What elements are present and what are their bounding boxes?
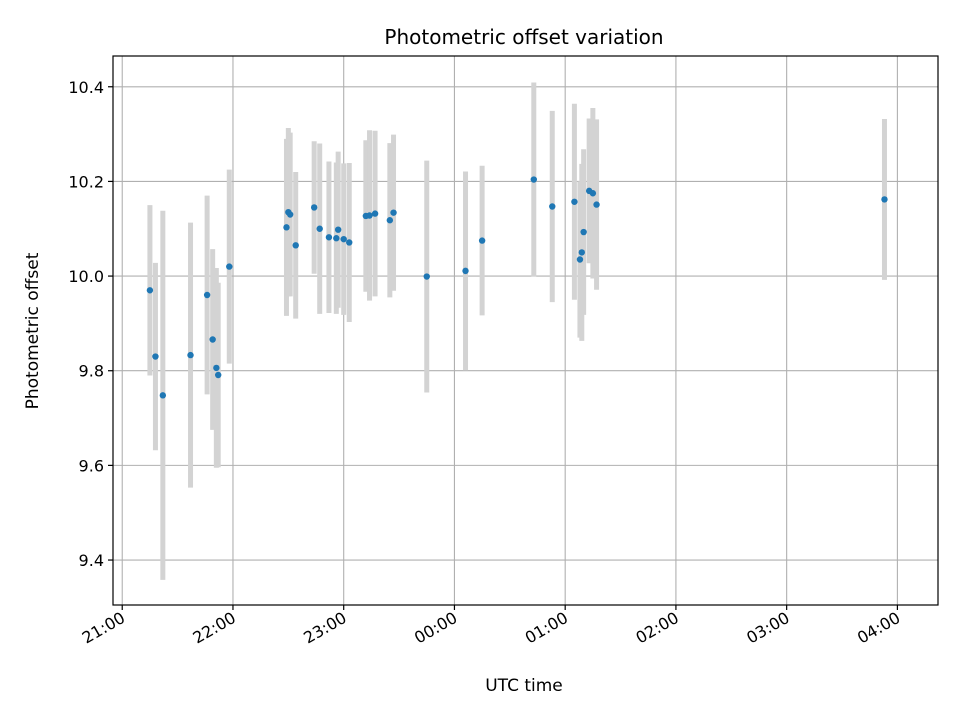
data-point: [215, 371, 222, 379]
data-point: [203, 291, 211, 299]
x-axis-ticks: 21:00 22:00 23:00 00:00 01:00 02:00 03:00 04:00: [79, 605, 903, 648]
chart-title: Photometric offset variation: [384, 25, 663, 49]
y-tick-label: 9.8: [79, 362, 104, 381]
data-point: [334, 226, 342, 233]
data-point: [226, 263, 233, 270]
data-point: [571, 198, 578, 205]
data-point: [283, 224, 290, 231]
data-point: [589, 190, 597, 197]
data-point: [549, 203, 556, 210]
x-axis-title: UTC time: [485, 676, 563, 696]
data-point: [146, 287, 154, 294]
x-tick-label: 04:00: [854, 608, 903, 648]
y-axis-title: Photometric offset: [23, 252, 43, 409]
data-point: [423, 273, 430, 280]
data-point: [881, 196, 888, 203]
data-point: [462, 267, 469, 275]
y-axis-ticks: 9.4 9.6 9.8 10.0 10.2 10.4: [68, 78, 113, 570]
x-tick-label: 23:00: [300, 608, 349, 648]
y-tick-label: 9.6: [79, 456, 104, 475]
y-tick-label: 10.0: [68, 267, 104, 286]
data-point: [390, 209, 397, 216]
grid-lines: [113, 56, 938, 605]
y-tick-label: 10.2: [68, 172, 104, 191]
data-point: [593, 201, 600, 208]
data-point: [530, 176, 538, 183]
data-point: [325, 234, 333, 241]
data-point: [386, 217, 394, 224]
data-point: [333, 235, 340, 242]
data-point: [213, 364, 220, 372]
x-tick-label: 03:00: [743, 608, 792, 648]
data-point: [292, 242, 299, 249]
data-point: [286, 211, 294, 218]
data-point: [576, 256, 584, 263]
y-tick-label: 10.4: [68, 78, 104, 97]
x-tick-label: 21:00: [79, 608, 128, 648]
data-point: [310, 204, 318, 211]
data-point: [152, 353, 159, 360]
data-points: [146, 176, 888, 399]
data-point: [316, 225, 323, 232]
x-tick-label: 02:00: [632, 608, 681, 648]
x-tick-label: 00:00: [411, 608, 460, 648]
data-point: [209, 336, 216, 343]
y-tick-label: 9.4: [79, 551, 104, 570]
data-point: [578, 249, 585, 256]
data-point: [346, 239, 353, 246]
error-bars: [147, 82, 887, 580]
data-point: [366, 212, 373, 219]
data-point: [159, 392, 167, 399]
data-point: [340, 235, 347, 243]
x-tick-label: 22:00: [190, 608, 239, 648]
data-point: [187, 351, 194, 359]
x-tick-label: 01:00: [522, 608, 571, 648]
plot-frame: [112, 55, 939, 606]
data-point: [580, 228, 587, 236]
data-point: [371, 210, 379, 217]
data-point: [478, 237, 486, 244]
